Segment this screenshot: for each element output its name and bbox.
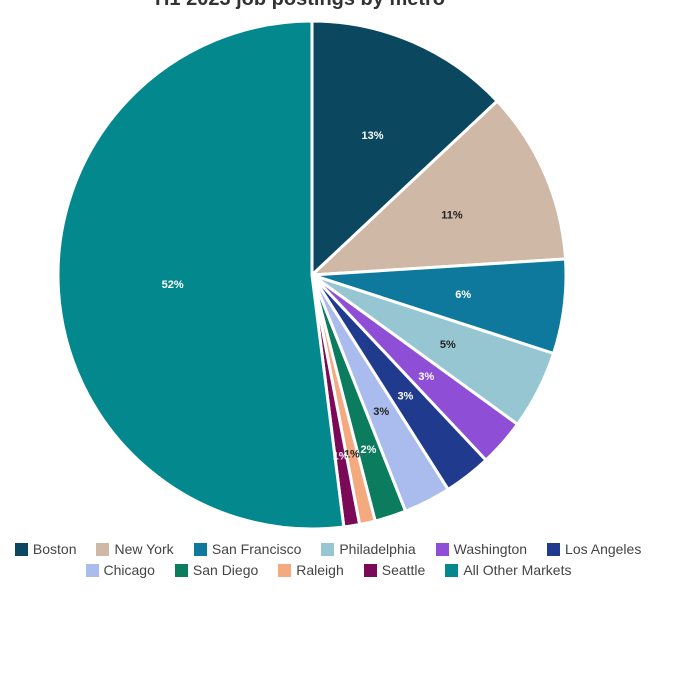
legend-swatch (445, 563, 459, 577)
legend-item-all-other-markets[interactable]: All Other Markets (445, 562, 571, 578)
legend-swatch (547, 542, 561, 556)
slice-label-philadelphia: 5% (440, 339, 456, 351)
legend-item-seattle[interactable]: Seattle (363, 562, 426, 578)
slice-label-los-angeles: 3% (397, 390, 413, 402)
legend-row: Chicago San Diego Raleigh Seattle All Other … (0, 560, 673, 580)
pie-chart: 13%11%6%5%3%3%3%2%1%1%52% (56, 19, 568, 531)
legend-label: All Other Markets (463, 562, 572, 578)
slice-label-seattle: 1% (333, 451, 349, 463)
legend-label: Philadelphia (339, 541, 416, 557)
legend-label: Los Angeles (565, 541, 642, 557)
legend-label: San Diego (192, 562, 259, 578)
legend-label: New York (114, 541, 174, 557)
slice-label-boston: 13% (361, 130, 383, 142)
slice-label-chicago: 3% (373, 406, 389, 418)
legend-label: San Francisco (211, 541, 302, 557)
legend-item-new-york[interactable]: New York (96, 541, 174, 557)
legend-swatch (363, 563, 377, 577)
legend-item-los-angeles[interactable]: Los Angeles (547, 541, 641, 557)
pie-labels: 13%11%6%5%3%3%3%2%1%1%52% (162, 130, 472, 463)
legend-item-boston[interactable]: Boston (14, 541, 77, 557)
legend-row: Boston New York San Francisco Philadelphia W… (0, 539, 673, 559)
legend-item-san-diego[interactable]: San Diego (174, 562, 259, 578)
legend-item-washington[interactable]: Washington (435, 541, 528, 557)
chart-title: H1 2023 job postings by metro (0, 0, 600, 11)
pie-slices (56, 19, 568, 531)
slice-label-san-francisco: 6% (455, 289, 471, 301)
legend-item-san-francisco[interactable]: San Francisco (193, 541, 302, 557)
legend-label: Seattle (381, 562, 426, 578)
pie-slice-all-other-markets[interactable] (56, 19, 346, 531)
legend-swatch (85, 563, 99, 577)
slice-label-all-other-markets: 52% (162, 279, 184, 291)
slice-label-san-diego: 2% (361, 444, 377, 456)
legend-swatch (14, 542, 28, 556)
legend-swatch (193, 542, 207, 556)
legend-label: Washington (453, 541, 528, 557)
legend-label: Raleigh (296, 562, 344, 578)
legend-item-chicago[interactable]: Chicago (85, 562, 155, 578)
legend-item-philadelphia[interactable]: Philadelphia (321, 541, 416, 557)
slice-label-washington: 3% (418, 371, 434, 383)
legend-swatch (278, 563, 292, 577)
legend-swatch (96, 542, 110, 556)
slice-label-new-york: 11% (441, 210, 463, 222)
legend-item-raleigh[interactable]: Raleigh (278, 562, 344, 578)
slice-label-raleigh: 1% (344, 449, 360, 461)
legend-swatch (174, 563, 188, 577)
pie-slice-boston[interactable] (310, 19, 499, 277)
legend-swatch (435, 542, 449, 556)
pie-slice-new-york[interactable] (310, 99, 567, 277)
legend-swatch (321, 542, 335, 556)
legend-label: Boston (32, 541, 77, 557)
legend-label: Chicago (103, 562, 155, 578)
